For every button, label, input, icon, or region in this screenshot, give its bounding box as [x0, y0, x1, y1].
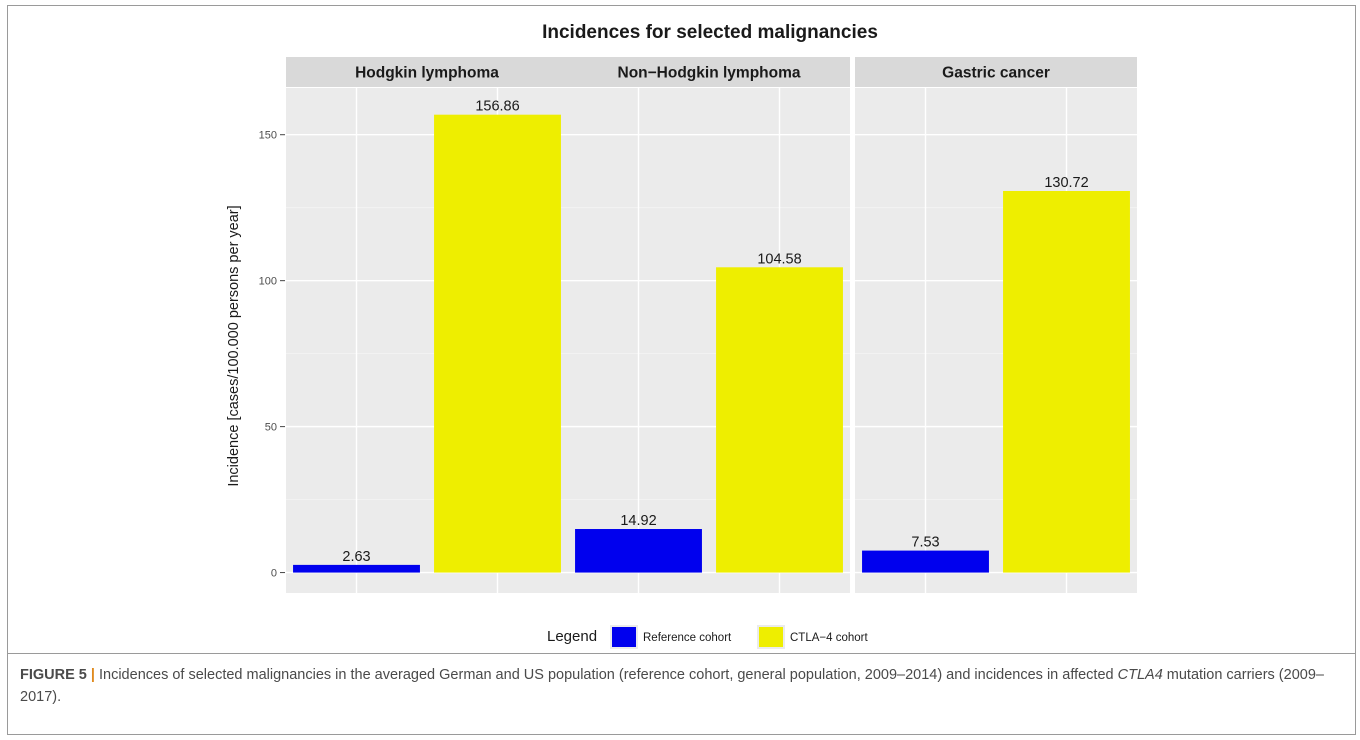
- legend-swatch: [759, 627, 783, 647]
- bar: [862, 550, 989, 573]
- data-label: 7.53: [911, 535, 939, 551]
- panel-title: Non−Hodgkin lymphoma: [618, 65, 801, 82]
- data-label: 104.58: [757, 251, 801, 267]
- y-tick-label: 100: [259, 276, 277, 288]
- chart-title: Incidences for selected malignancies: [542, 22, 878, 43]
- caption-label: FIGURE 5: [20, 667, 87, 683]
- legend-swatch: [612, 627, 636, 647]
- panel-0: Hodgkin lymphoma 2.63 156.86: [286, 57, 568, 593]
- caption-text-1: Incidences of selected malignancies in t…: [94, 667, 1118, 683]
- panel-title: Hodgkin lymphoma: [355, 65, 499, 82]
- bar: [293, 564, 420, 573]
- legend-label: CTLA−4 cohort: [790, 632, 868, 644]
- y-axis-label: Incidence [cases/100.000 persons per yea…: [226, 205, 242, 486]
- data-label: 14.92: [620, 513, 656, 529]
- legend-label: Reference cohort: [643, 632, 732, 644]
- panel-title: Gastric cancer: [942, 65, 1050, 82]
- bar: [1003, 190, 1130, 573]
- legend: Legend Reference cohort CTLA−4 cohort: [547, 625, 868, 649]
- y-tick-label: 150: [259, 130, 277, 142]
- legend-title: Legend: [547, 628, 597, 645]
- y-tick-label: 50: [265, 422, 277, 434]
- figure-caption: FIGURE 5 | Incidences of selected malign…: [20, 664, 1340, 708]
- data-label: 130.72: [1044, 175, 1088, 191]
- bar: [716, 267, 843, 573]
- panel-1: Non−Hodgkin lymphoma 14.92 104.58: [568, 57, 850, 593]
- data-label: 156.86: [475, 99, 519, 115]
- panels: Hodgkin lymphoma 2.63 156.86 Non−Hodgkin ly…: [286, 57, 1137, 593]
- chart: Incidences for selected malignancies Inc…: [226, 22, 1137, 649]
- panel-strip: [855, 57, 1137, 87]
- panel-strip: [568, 57, 850, 87]
- y-axis: 0 50 100 150: [259, 130, 285, 580]
- panel-2: Gastric cancer 7.53 130.72: [855, 57, 1137, 593]
- caption-text-2: mutation carriers (2009–2017).: [20, 667, 1324, 705]
- bar: [434, 114, 561, 573]
- bar: [575, 529, 702, 573]
- caption-divider: [7, 653, 1356, 654]
- panel-strip: [286, 57, 568, 87]
- figure-frame: [7, 5, 1356, 735]
- caption-separator: |: [90, 667, 95, 683]
- caption-gene: CTLA4: [1117, 667, 1163, 683]
- data-label: 2.63: [342, 549, 370, 565]
- y-tick-label: 0: [271, 568, 277, 580]
